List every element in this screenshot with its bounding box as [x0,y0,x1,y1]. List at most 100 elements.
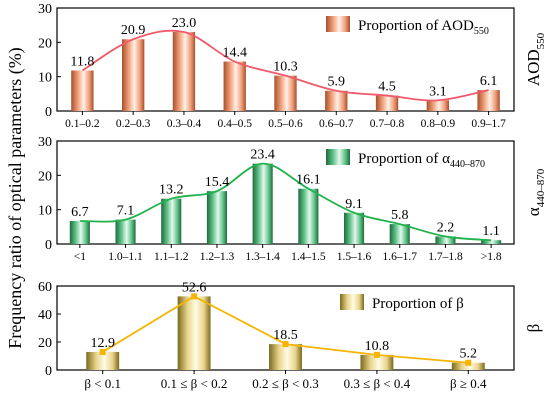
beta-value-label: 12.9 [90,336,115,351]
alpha-bar [389,224,410,244]
aod-bar [223,61,246,111]
x-tick-label: 1.0–1.1 [108,251,143,263]
x-tick-label: 0.3–0.4 [167,118,202,130]
alpha-bar [252,163,273,244]
x-tick-label: β ≥ 0.4 [450,376,487,391]
alpha-bar [343,212,365,244]
aod-legend-label: Proportion of AOD550 [358,18,489,37]
beta-value-label: 52.6 [182,280,207,295]
aod-value-label: 23.0 [172,16,197,31]
y-tick-label: 60 [38,280,52,295]
aod-value-label: 3.1 [429,84,447,99]
aod-bar [274,75,297,111]
aod-value-label: 20.9 [121,23,146,38]
alpha-value-label: 13.2 [159,183,184,198]
beta-value-label: 18.5 [273,328,298,343]
aod-bar [172,32,196,111]
x-tick-label: 0.4–0.5 [217,118,252,130]
alpha-bar [435,236,456,244]
alpha-value-label: 2.2 [437,220,455,235]
beta-bar [451,362,485,370]
aod-value-label: 10.3 [273,60,298,75]
alpha-value-label: 23.4 [250,148,275,163]
y-tick-label: 30 [38,135,52,150]
alpha-bar [115,219,136,244]
aod-bar [325,90,348,111]
alpha-side-label: α440–870 [524,168,547,216]
alpha-value-label: 16.1 [296,173,321,188]
x-tick-label: 1.5–1.6 [337,251,372,263]
y-tick-label: 40 [38,308,52,323]
beta-side-label: β [524,324,543,333]
beta-legend-label: Proportion of β [372,296,464,312]
beta-trend-marker [465,359,472,366]
aod-bar [426,100,450,111]
beta-trend-marker [282,341,289,348]
y-tick-label: 20 [38,36,52,51]
alpha-value-label: 15.4 [205,175,230,190]
x-tick-label: 0.8–0.9 [421,118,456,130]
x-tick-label: β < 0.1 [84,376,121,391]
x-tick-label: 1.6–1.7 [383,251,418,263]
aod-trend-line [81,29,489,102]
y-tick-label: 10 [38,71,52,86]
aod-legend-swatch [326,16,350,32]
panel-aod: 0 10 20 30 0.1–0.2 0.2–0.3 0.3–0.4 0.4–0.5 0.5–0… [38,2,547,130]
alpha-bar [298,188,319,244]
x-tick-label: 1.4–1.5 [291,251,326,263]
aod-value-label: 6.1 [480,74,498,89]
y-tick-label: 20 [38,169,52,184]
panel-alpha: 0 10 20 30 <1 1.0–1.1 1.1–1.2 1.2–1.3 1.3–1.4 1.4… [38,135,547,263]
alpha-value-label: 1.1 [482,224,500,239]
alpha-value-label: 5.8 [391,208,409,223]
beta-trend-marker [373,351,380,358]
y-tick-label: 30 [38,2,52,17]
y-tick-label: 20 [38,336,52,351]
y-tick-label: 10 [38,204,52,219]
alpha-legend-swatch [326,149,350,165]
x-tick-label: >1.8 [481,251,502,263]
beta-legend-swatch [340,294,364,310]
x-tick-label: 0.3 ≤ β < 0.4 [344,376,411,391]
x-tick-label: 0.2 ≤ β < 0.3 [252,376,319,391]
x-tick-label: 0.2–0.3 [116,118,151,130]
plot-frame [56,140,515,245]
alpha-value-label: 7.1 [117,204,135,219]
x-tick-label: 0.6–0.7 [319,118,354,130]
y-tick-label: 0 [45,105,52,120]
beta-value-label: 10.8 [365,339,390,354]
y-tick-label: 0 [45,238,52,253]
aod-bar [121,39,145,111]
aod-value-label: 14.4 [222,46,247,61]
aod-value-label: 11.8 [70,54,94,69]
x-tick-label: <1 [74,251,86,263]
beta-bar [86,351,120,370]
x-tick-label: 1.7–1.8 [428,251,463,263]
aod-bar [71,70,94,111]
alpha-bar [206,191,228,244]
x-tick-label: 0.1–0.2 [65,118,100,130]
x-tick-label: 0.9–1.7 [471,118,506,130]
beta-trend-marker [191,293,198,300]
beta-bar [360,354,394,370]
aod-value-label: 5.9 [328,75,346,90]
x-tick-label: 0.7–0.8 [370,118,405,130]
alpha-bar [161,198,182,244]
y-tick-label: 0 [45,364,52,379]
x-tick-label: 0.1 ≤ β < 0.2 [161,376,228,391]
aod-value-label: 4.5 [378,80,396,95]
aod-bar [477,90,500,111]
x-tick-label: 1.3–1.4 [245,251,280,263]
beta-bar [269,344,302,370]
beta-value-label: 5.2 [460,347,478,362]
alpha-trend-line [79,162,492,242]
alpha-value-label: 9.1 [345,197,363,212]
x-tick-label: 1.1–1.2 [154,251,189,263]
aod-bar [375,95,399,111]
x-tick-label: 1.2–1.3 [200,251,235,263]
x-tick-label: 0.5–0.6 [268,118,303,130]
panel-beta: 0 20 40 60 β < 0.1 0.1 ≤ β < 0.2 0.2 ≤ β < 0.3… [38,280,543,391]
alpha-bar [481,240,502,244]
alpha-legend-label: Proportion of α440–870 [358,151,485,170]
